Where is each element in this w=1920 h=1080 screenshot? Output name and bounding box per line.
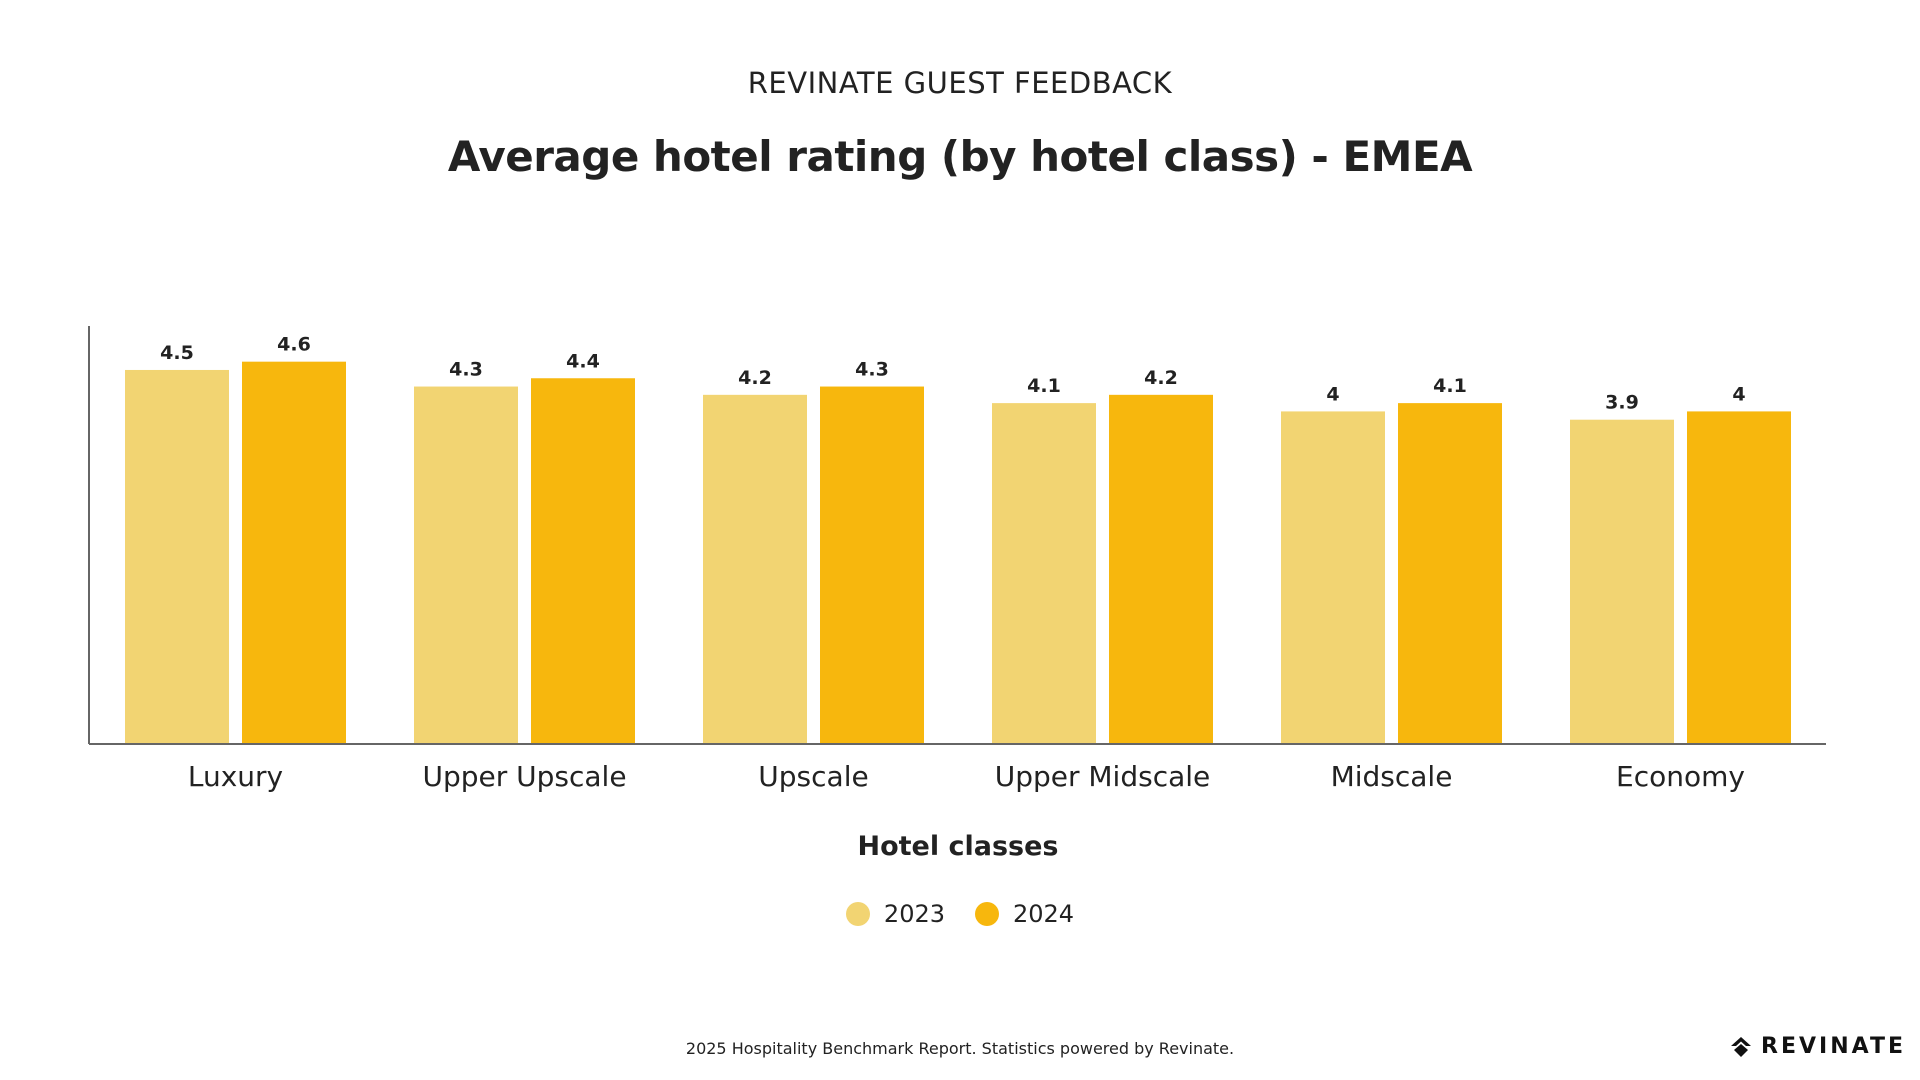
data-label-upscale-2023: 4.2 (738, 367, 772, 389)
data-label-economy-2023: 3.9 (1605, 392, 1639, 414)
bar-upscale-2023 (703, 394, 807, 743)
bar-upper-midscale-2024 (1109, 394, 1213, 743)
legend-item-2023: 2023 (845, 900, 945, 928)
data-label-luxury-2023: 4.5 (160, 342, 194, 364)
legend-label-2023: 2023 (883, 900, 945, 928)
legend-item-2024: 2024 (975, 900, 1074, 928)
bar-luxury-2024 (242, 361, 346, 743)
brand-logo: REVINATE (1729, 1034, 1906, 1059)
x-tick-label-midscale: Midscale (1331, 760, 1453, 793)
legend-label-2024: 2024 (1013, 900, 1075, 928)
x-tick-labels-group: Luxury Upper Upscale Upscale Upper Midscale… (188, 760, 1745, 793)
bar-upper-upscale-2023 (414, 386, 518, 743)
x-tick-label-upscale: Upscale (758, 760, 868, 793)
data-label-economy-2024: 4 (1732, 383, 1745, 405)
bar-upscale-2024 (820, 386, 924, 743)
footer-note: 2025 Hospitality Benchmark Report. Stati… (685, 1039, 1235, 1058)
chart-title: Average hotel rating (by hotel class) - … (447, 132, 1473, 181)
revinate-logo-icon (1731, 1036, 1752, 1057)
bar-midscale-2023 (1281, 411, 1385, 743)
data-label-upper-upscale-2024: 4.4 (566, 350, 600, 372)
bar-chart: 4.5 4.6 4.3 4.4 4.2 4.3 4.1 4.2 4 4.1 3.9 4 Luxury U… (88, 326, 1826, 862)
x-tick-label-upper-midscale: Upper Midscale (995, 760, 1211, 793)
data-label-upper-midscale-2023: 4.1 (1027, 375, 1061, 397)
bar-upper-midscale-2023 (992, 403, 1096, 743)
data-label-luxury-2024: 4.6 (277, 334, 311, 356)
report-kicker: REVINATE GUEST FEEDBACK (747, 66, 1173, 100)
legend-swatch-2023 (845, 902, 870, 926)
chart-legend: 2023 2024 (0, 900, 1920, 928)
data-labels-group: 4.5 4.6 4.3 4.4 4.2 4.3 4.1 4.2 4 4.1 3.9 4 (160, 334, 1745, 414)
bars-group (125, 361, 1791, 743)
bar-midscale-2024 (1398, 403, 1502, 743)
data-label-upscale-2024: 4.3 (855, 359, 889, 381)
data-label-upper-upscale-2023: 4.3 (449, 359, 483, 381)
bar-economy-2023 (1570, 419, 1674, 743)
legend-swatch-2024 (975, 902, 999, 926)
x-tick-label-economy: Economy (1616, 760, 1745, 793)
data-label-midscale-2023: 4 (1326, 383, 1339, 405)
bar-upper-upscale-2024 (531, 378, 635, 743)
data-label-upper-midscale-2024: 4.2 (1144, 367, 1178, 389)
bar-luxury-2023 (125, 369, 229, 743)
x-tick-label-upper-upscale: Upper Upscale (422, 760, 626, 793)
brand-name: REVINATE (1761, 1034, 1906, 1059)
x-axis-title: Hotel classes (857, 831, 1058, 862)
bar-economy-2024 (1687, 411, 1791, 743)
x-tick-label-luxury: Luxury (188, 760, 283, 793)
data-label-midscale-2024: 4.1 (1433, 375, 1467, 397)
